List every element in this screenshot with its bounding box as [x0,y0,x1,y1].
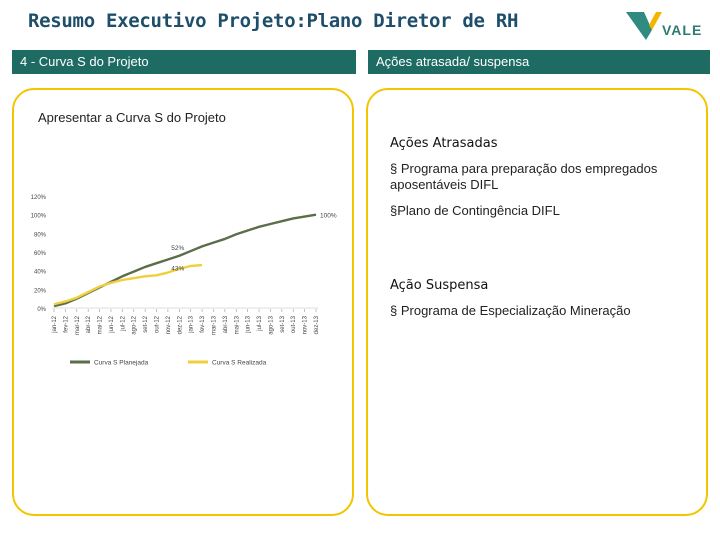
y-tick-label: 20% [34,288,47,294]
x-tick-label: jul-13 [257,315,263,331]
y-tick-label: 100% [31,214,47,220]
x-tick-label: out-13 [291,315,297,333]
x-tick-label: set-12 [143,315,149,332]
delayed-item-1: § Programa para preparação dos empregado… [390,161,658,192]
right-panel [366,88,708,516]
x-tick-label: dez-12 [177,315,183,334]
y-tick-label: 40% [34,270,47,276]
x-tick-label: jan-13 [189,315,195,333]
x-tick-label: jun-13 [246,315,252,333]
y-tick-label: 80% [34,232,47,238]
series-line-planned [53,213,317,308]
data-label: 100% [320,213,337,220]
suspended-action-heading: Ação Suspensa [390,278,489,293]
data-label: 52% [171,245,184,252]
series-line-realized [53,263,203,306]
x-tick-label: nov-12 [166,315,172,334]
section-right-header: Ações atrasada/ suspensa [368,50,710,74]
y-tick-label: 120% [31,195,47,201]
x-tick-label: nov-13 [303,315,309,334]
legend-label: Curva S Planejada [94,360,149,367]
x-tick-label: jun-12 [109,315,115,333]
x-tick-label: out-12 [155,315,161,333]
s-curve-chart: 0% 20% 40% 60% 80% 100% 120% jan-12 fev-12 mar-12… [31,195,337,367]
section-left-header: 4 - Curva S do Projeto [12,50,356,74]
y-tick-label: 0% [37,307,46,313]
x-tick-label: abr-12 [86,315,92,333]
x-tick-label: mar-12 [75,315,81,335]
y-tick-label: 60% [34,251,47,257]
x-tick-label: ago-13 [268,315,274,334]
x-tick-label: mai-13 [234,315,240,334]
legend-label: Curva S Realizada [212,360,267,367]
vale-logo-icon [626,12,662,40]
logo-text: VALE [662,22,703,38]
x-tick-label: fev-12 [63,315,69,332]
x-tick-label: ago-12 [132,315,138,334]
x-tick-label: fev-13 [200,315,206,332]
delayed-item-2: §Plano de Contingência DIFL [390,203,560,218]
data-label: 43% [171,265,184,272]
delayed-actions-heading: Ações Atrasadas [390,136,498,151]
x-tick-label: jan-12 [52,315,58,333]
page-title: Resumo Executivo Projeto:Plano Diretor d… [28,10,519,32]
x-tick-label: dez-13 [314,315,320,334]
chart-intro-text: Apresentar a Curva S do Projeto [38,110,226,125]
left-panel [12,88,354,516]
x-tick-label: set-13 [280,315,286,332]
x-tick-label: jul-12 [120,315,126,331]
x-tick-label: abr-13 [223,315,229,333]
x-tick-label: mai-12 [98,315,104,334]
x-tick-label: mar-13 [211,315,217,335]
suspended-item-1: § Programa de Especialização Mineração [390,303,631,318]
